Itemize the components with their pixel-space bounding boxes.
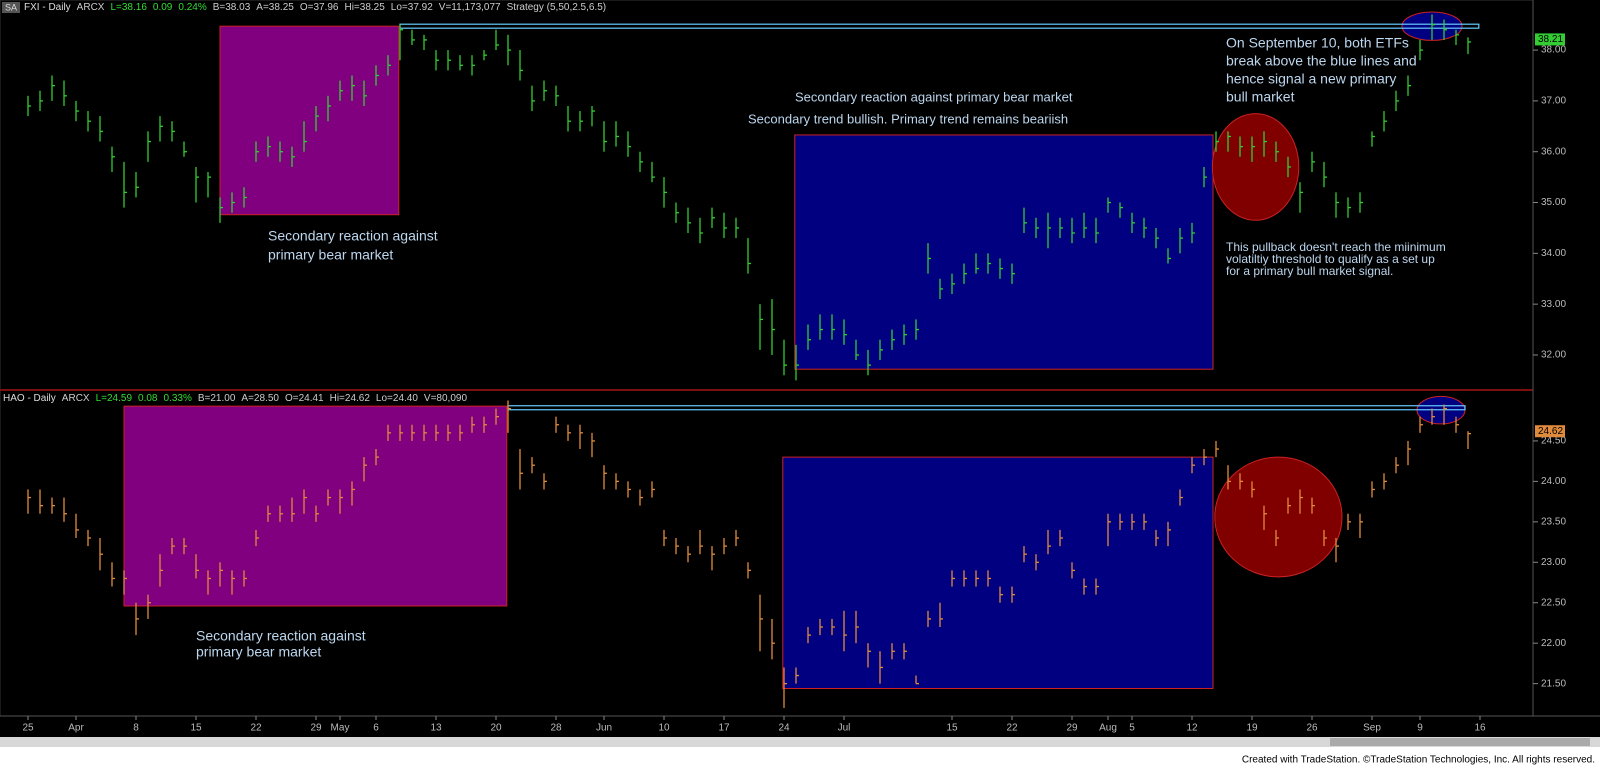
header-field: Hi=24.62 xyxy=(330,393,371,404)
header-field: V=11,173,077 xyxy=(439,2,501,13)
highlight-ellipse xyxy=(1214,456,1343,578)
header-field: 0.09 xyxy=(153,2,173,13)
header-field: Hi=38.25 xyxy=(344,2,385,13)
y-tick-label: 37.00 xyxy=(1541,96,1566,107)
header-field: ARCX xyxy=(62,393,90,404)
annotation: On September 10, both ETFs xyxy=(1226,35,1409,51)
annotation: bull market xyxy=(1226,89,1295,105)
header-field: HAO - Daily xyxy=(3,393,56,404)
y-tick-label: 22.50 xyxy=(1541,597,1566,608)
y-tick-label: 24.50 xyxy=(1541,436,1566,447)
header-field: O=37.96 xyxy=(300,2,339,13)
x-tick-label: 12 xyxy=(1186,723,1198,734)
annotation: primary bear market xyxy=(196,644,321,660)
x-tick-label: Apr xyxy=(68,723,84,734)
x-tick-label: 20 xyxy=(490,723,502,734)
y-tick-label: 34.00 xyxy=(1541,248,1566,259)
x-tick-label: 29 xyxy=(1066,723,1078,734)
x-tick-label: 17 xyxy=(718,723,730,734)
annotation: volatiltiy threshold to qualify as a set… xyxy=(1226,252,1435,266)
x-tick-label: 24 xyxy=(778,723,790,734)
y-tick-label: 22.00 xyxy=(1541,638,1566,649)
annotation: Secondary trend bullish. Primary trend r… xyxy=(748,111,1068,126)
x-tick-label: 15 xyxy=(946,723,958,734)
annotation: Secondary reaction against primary bear … xyxy=(795,89,1073,104)
x-tick-label: 15 xyxy=(190,723,202,734)
x-tick-label: Jun xyxy=(596,723,612,734)
header-field: 0.33% xyxy=(164,393,192,404)
y-tick-label: 38.00 xyxy=(1541,45,1566,56)
header-field: B=38.03 xyxy=(213,2,251,13)
highlight-box xyxy=(782,456,1214,689)
footer: Created with TradeStation. ©TradeStation… xyxy=(1242,755,1595,766)
x-tick-label: 5 xyxy=(1129,723,1135,734)
header-field: B=21.00 xyxy=(198,393,236,404)
header-field: 0.08 xyxy=(138,393,158,404)
x-tick-label: 9 xyxy=(1417,723,1423,734)
last-price-box xyxy=(1535,425,1565,438)
annotation: for a primary bull market signal. xyxy=(1226,264,1393,278)
corner-label: SA xyxy=(5,2,17,12)
header-field: A=38.25 xyxy=(256,2,294,13)
header-field: Strategy (5,50,2.5,6.5) xyxy=(507,2,607,13)
x-tick-label: 22 xyxy=(250,723,262,734)
header-field: L=24.59 xyxy=(96,393,133,404)
annotation: break above the blue lines and xyxy=(1226,53,1417,69)
footer-bar xyxy=(0,747,1600,777)
header-field: 0.24% xyxy=(178,2,206,13)
x-tick-label: 29 xyxy=(310,723,322,734)
annotation: This pullback doesn't reach the miinimum xyxy=(1226,240,1446,254)
corner-box xyxy=(2,2,20,13)
header-field: V=80,090 xyxy=(424,393,468,404)
y-tick-label: 36.00 xyxy=(1541,146,1566,157)
header-field: FXI - Daily xyxy=(24,2,71,13)
header-field: L=38.16 xyxy=(110,2,147,13)
x-tick-label: 22 xyxy=(1006,723,1018,734)
x-tick-label: Sep xyxy=(1363,723,1381,734)
highlight-box xyxy=(219,25,400,216)
x-tick-label: Aug xyxy=(1099,723,1117,734)
header-field: Lo=24.40 xyxy=(376,393,418,404)
y-tick-label: 32.00 xyxy=(1541,350,1566,361)
x-tick-label: 28 xyxy=(550,723,562,734)
scrollbar-thumb[interactable] xyxy=(1330,738,1590,746)
header-field: Lo=37.92 xyxy=(391,2,433,13)
annotation: primary bear market xyxy=(268,247,393,263)
x-tick-label: 8 xyxy=(133,723,139,734)
x-tick-label: 25 xyxy=(22,723,34,734)
y-tick-label: 33.00 xyxy=(1541,299,1566,310)
x-tick-label: 6 xyxy=(373,723,379,734)
scrollbar[interactable] xyxy=(0,737,1600,747)
x-tick-label: 19 xyxy=(1246,723,1258,734)
x-tick-label: 13 xyxy=(430,723,442,734)
panel-header: HAO - Daily ARCX L=24.59 0.08 0.33% B=21.00 A=… xyxy=(3,393,467,404)
header-field: A=28.50 xyxy=(241,393,279,404)
x-tick-label: 26 xyxy=(1306,723,1318,734)
y-tick-label: 24.00 xyxy=(1541,476,1566,487)
last-price-box xyxy=(1535,33,1565,46)
y-tick-label: 35.00 xyxy=(1541,197,1566,208)
highlight-box xyxy=(794,134,1214,370)
x-tick-label: 10 xyxy=(658,723,670,734)
x-tick-label: 16 xyxy=(1474,723,1486,734)
last-price-label: 24.62 xyxy=(1538,426,1563,437)
annotation: hence signal a new primary xyxy=(1226,71,1396,87)
x-tick-label: Jul xyxy=(838,723,851,734)
header-field: O=24.41 xyxy=(285,393,324,404)
header-field: ARCX xyxy=(77,2,105,13)
y-tick-label: 21.50 xyxy=(1541,678,1566,689)
last-price-label: 38.21 xyxy=(1538,34,1563,45)
highlight-ellipse xyxy=(1211,113,1300,221)
x-tick-label: May xyxy=(331,723,350,734)
y-tick-label: 23.00 xyxy=(1541,557,1566,568)
annotation: Secondary reaction against xyxy=(196,628,366,644)
annotation: Secondary reaction against xyxy=(268,228,438,244)
y-tick-label: 23.50 xyxy=(1541,516,1566,527)
panel-header: FXI - Daily ARCX L=38.16 0.09 0.24% B=38.03 A=… xyxy=(24,2,606,13)
